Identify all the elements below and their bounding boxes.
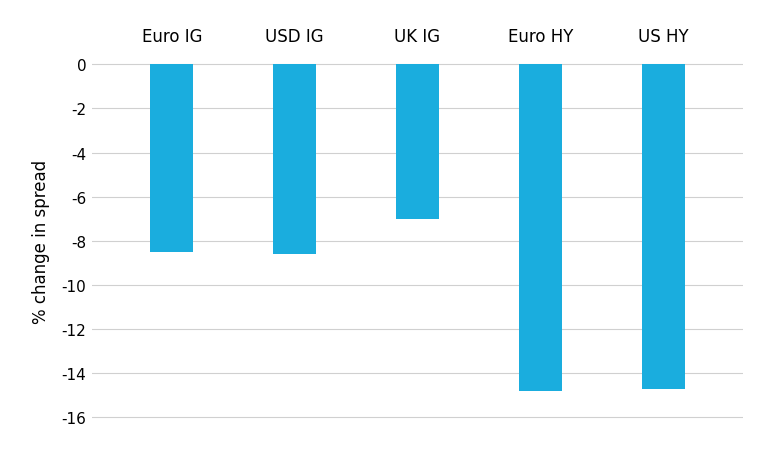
Bar <box>642 65 685 389</box>
Y-axis label: % change in spread: % change in spread <box>32 159 51 323</box>
Bar <box>519 65 561 391</box>
Bar <box>150 65 193 252</box>
Bar <box>396 65 439 219</box>
Bar <box>273 65 316 254</box>
